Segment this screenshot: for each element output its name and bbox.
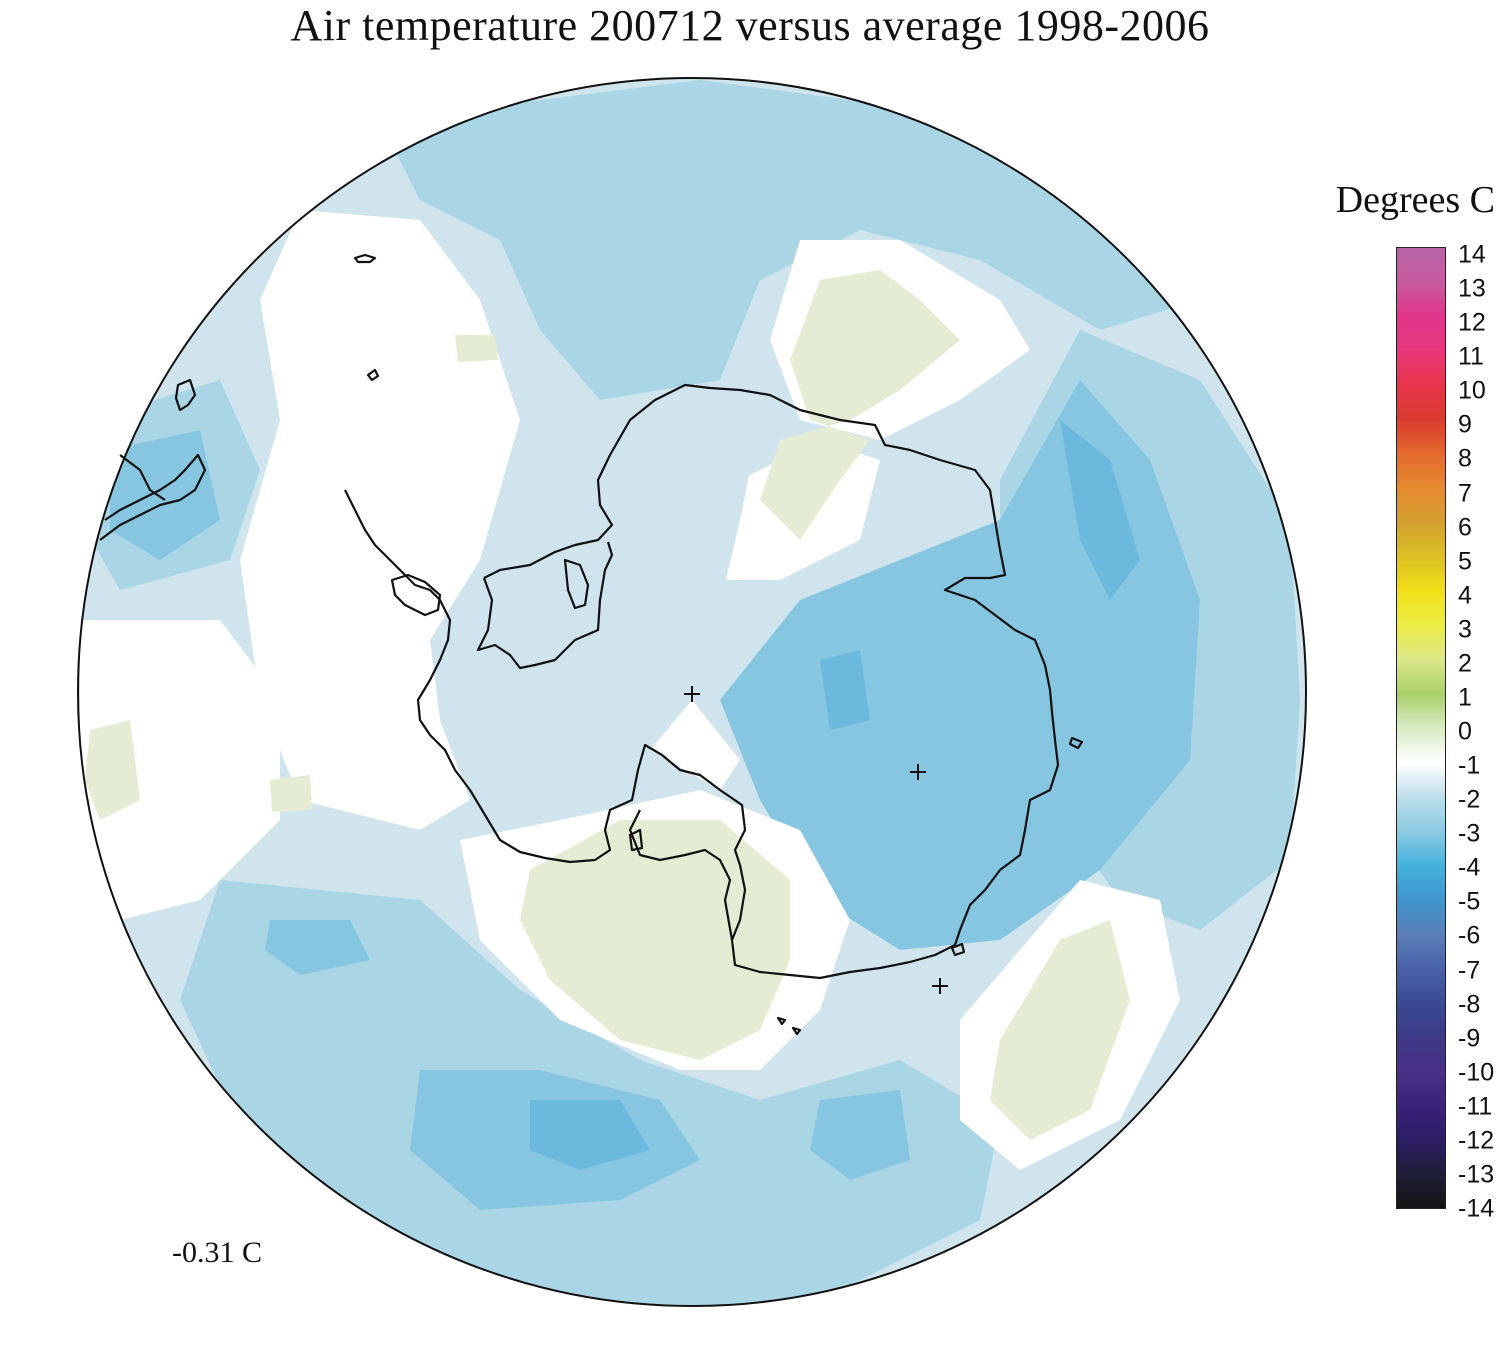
field-warm-west2 (270, 775, 312, 812)
colorbar-tick-label: 10 (1458, 376, 1486, 405)
colorbar-tick-label: -6 (1458, 921, 1481, 950)
coastline-peninsula-islands (390, 573, 442, 617)
colorbar-tick-label: -2 (1458, 785, 1481, 814)
field-warm-south-center (520, 820, 790, 1060)
map-boundary (77, 77, 1307, 1307)
colorbar (1396, 247, 1446, 1209)
colorbar-tick-label: 12 (1458, 308, 1486, 337)
coastline-amery-islet (1068, 736, 1084, 750)
colorbar-tick-label: 3 (1458, 615, 1472, 644)
colorbar-tick-label: -3 (1458, 819, 1481, 848)
colorbar-tick-label: 2 (1458, 649, 1472, 678)
colorbar-tick-label: -4 (1458, 853, 1481, 882)
colorbar-tick-label: 4 (1458, 581, 1472, 610)
colorbar-tick-label: 5 (1458, 547, 1472, 576)
field-continent-west (500, 390, 760, 700)
coastline-small-islands (776, 1016, 802, 1036)
coastline-island-2 (366, 368, 380, 382)
field-cooler-southwest (265, 920, 370, 975)
coastline-east-islet (950, 942, 966, 957)
colorbar-tick-label: 0 (1458, 717, 1472, 746)
field-warm-northwest (455, 335, 498, 362)
field-warm-west (85, 720, 140, 820)
colorbar-tick-label: -10 (1458, 1058, 1495, 1087)
coastline-ronne-shelf (628, 809, 734, 941)
colorbar-tick-label: -14 (1458, 1194, 1495, 1223)
field-cool-north (380, 80, 1200, 400)
coastline-tierra (119, 454, 166, 501)
colorbar-tick-label: -5 (1458, 887, 1481, 916)
coastline-ice-shelf-inner (563, 558, 590, 610)
colorbar-tick-label: -13 (1458, 1160, 1495, 1189)
field-cooler-south2 (810, 1090, 910, 1180)
coastline-island-1 (353, 253, 377, 264)
page-title: Air temperature 200712 versus average 19… (290, 1, 1210, 50)
field-warm-north (760, 270, 960, 540)
coastline-ronne-inner (628, 828, 644, 852)
colorbar-tick-label: -1 (1458, 751, 1481, 780)
field-wedge-white (650, 700, 740, 790)
colorbar-tick-label: 7 (1458, 479, 1472, 507)
field-coldest-south (530, 1100, 650, 1170)
colorbar-tick-label: 14 (1458, 240, 1486, 269)
field-coldest-east (1060, 420, 1140, 600)
colorbar-tick-label: 8 (1458, 444, 1472, 473)
station-marker-1 (910, 764, 926, 780)
colorbar-tick-label: -12 (1458, 1126, 1495, 1155)
field-coldest-east2 (820, 650, 870, 730)
colorbar-tick-label: 13 (1458, 274, 1486, 303)
coastline-falklands (174, 378, 197, 412)
markers (684, 686, 948, 994)
field-zero-west (80, 620, 280, 920)
coastline-ross-shelf (476, 541, 614, 670)
coastline-antarctica (344, 383, 1060, 980)
colorbar-tick-label: -8 (1458, 990, 1481, 1019)
south-pole-marker (684, 686, 700, 702)
colorbar-tick-label: 9 (1458, 410, 1472, 439)
field-zero-peninsula (240, 210, 520, 830)
station-marker-2 (932, 978, 948, 994)
colorbar-tick-label: 1 (1458, 683, 1472, 712)
field-warm-southeast (990, 920, 1130, 1140)
mean-anomaly-readout: -0.31 C (172, 1236, 262, 1269)
coastline-south-america (99, 453, 207, 541)
coastline (99, 253, 1084, 1036)
colorbar-tick-label: -9 (1458, 1024, 1481, 1053)
colorbar-tick-label: 11 (1458, 342, 1484, 371)
colorbar-tick-label: -11 (1458, 1092, 1493, 1121)
colorbar-tick-label: 6 (1458, 513, 1472, 542)
colorbar-tick-label: -7 (1458, 956, 1481, 984)
legend-title: Degrees C (1335, 179, 1495, 221)
